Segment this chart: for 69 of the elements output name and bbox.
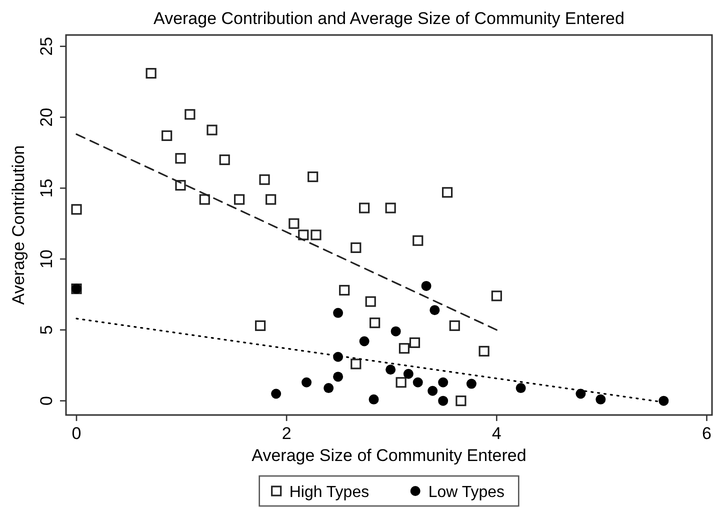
point <box>421 280 432 291</box>
x-tick-label: 0 <box>72 424 82 443</box>
point <box>365 296 376 307</box>
point <box>386 364 396 375</box>
point <box>333 372 344 382</box>
point <box>350 242 362 253</box>
point <box>396 377 406 388</box>
point <box>368 394 379 404</box>
point <box>288 218 300 229</box>
y-tick-label: 0 <box>37 396 56 406</box>
point <box>412 377 423 388</box>
point <box>516 383 526 394</box>
legend-label: Low Types <box>428 484 505 501</box>
y-axis-title: Average Contribution <box>9 145 28 305</box>
point <box>146 68 156 79</box>
point <box>456 396 466 406</box>
point <box>266 194 276 205</box>
point <box>324 383 334 394</box>
y-tick-label: 25 <box>37 36 56 56</box>
point <box>430 305 440 316</box>
x-tick-label: 4 <box>492 424 502 443</box>
point <box>162 130 172 141</box>
point <box>596 394 606 404</box>
legend-label: High Types <box>289 484 370 501</box>
point <box>302 377 312 388</box>
point <box>478 346 490 356</box>
point <box>350 358 362 370</box>
point <box>298 230 309 240</box>
y-tick-label: 5 <box>37 325 56 335</box>
point <box>184 109 196 120</box>
point <box>71 204 82 215</box>
point <box>398 343 410 354</box>
x-tick-label: 2 <box>282 424 292 443</box>
point <box>175 180 186 191</box>
point <box>428 386 438 396</box>
point <box>359 336 370 346</box>
point <box>491 290 502 302</box>
point <box>333 308 344 318</box>
point <box>466 378 476 389</box>
point <box>409 337 420 348</box>
point <box>370 318 380 328</box>
y-tick-label: 20 <box>37 108 56 127</box>
point <box>206 124 218 136</box>
x-tick-label: 6 <box>702 424 712 443</box>
point <box>658 396 669 406</box>
point <box>403 368 414 379</box>
point <box>255 320 266 331</box>
x-axis-title: Average Size of Community Entered <box>252 446 526 465</box>
point <box>271 388 282 399</box>
point <box>339 284 350 296</box>
y-tick-label: 10 <box>37 250 56 268</box>
point <box>412 235 424 246</box>
point <box>310 230 322 240</box>
point <box>219 154 230 166</box>
point <box>385 202 396 214</box>
point <box>438 377 448 388</box>
point <box>438 396 448 406</box>
point <box>576 388 586 399</box>
point <box>234 194 245 205</box>
point <box>442 187 453 198</box>
point <box>175 153 186 164</box>
point <box>449 320 460 331</box>
chart-title: Average Contribution and Average Size of Community Entered <box>154 9 624 28</box>
y-tick-label: 15 <box>37 178 56 198</box>
point <box>199 194 210 205</box>
point <box>259 174 270 185</box>
point <box>308 171 318 182</box>
point <box>390 326 401 336</box>
point <box>359 202 370 214</box>
